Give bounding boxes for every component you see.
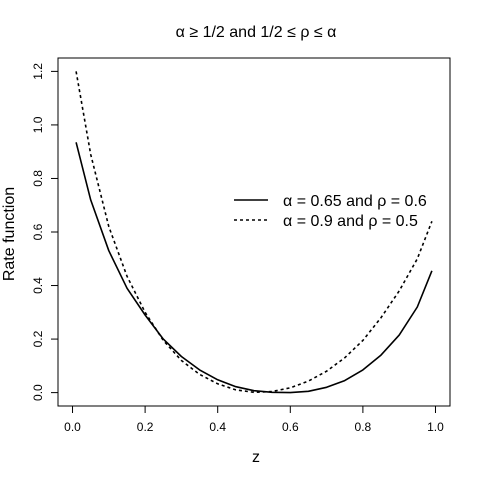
x-axis-label: z bbox=[252, 449, 260, 466]
legend: α = 0.65 and ρ = 0.6 α = 0.9 and ρ = 0.5 bbox=[234, 193, 427, 230]
x-tick-label: 1.0 bbox=[427, 420, 444, 434]
y-tick-label: 0.2 bbox=[31, 330, 45, 347]
y-tick-label: 1.0 bbox=[31, 116, 45, 133]
legend-label-2: α = 0.9 and ρ = 0.5 bbox=[283, 213, 418, 230]
x-tick-label: 0.6 bbox=[282, 420, 299, 434]
series-line-1 bbox=[75, 142, 433, 394]
chart-title: α ≥ 1/2 and 1/2 ≤ ρ ≤ α bbox=[176, 24, 337, 41]
series-layer bbox=[75, 71, 433, 394]
x-tick-label: 0.0 bbox=[64, 420, 81, 434]
y-tick-label: 0.8 bbox=[31, 170, 45, 187]
y-axis-label: Rate function bbox=[1, 187, 18, 281]
x-tick-label: 0.8 bbox=[355, 420, 372, 434]
y-tick-label: 1.2 bbox=[31, 63, 45, 80]
x-tick-label: 0.4 bbox=[209, 420, 226, 434]
x-axis: 0.0 0.2 0.4 0.6 0.8 1.0 bbox=[64, 405, 444, 434]
y-tick-label: 0.4 bbox=[31, 277, 45, 294]
series-line-2 bbox=[75, 71, 433, 394]
plot-frame bbox=[57, 57, 451, 407]
legend-label-1: α = 0.65 and ρ = 0.6 bbox=[283, 193, 427, 210]
y-axis: 0.0 0.2 0.4 0.6 0.8 1.0 1.2 bbox=[31, 63, 59, 401]
x-tick-label: 0.2 bbox=[137, 420, 154, 434]
y-tick-label: 0.0 bbox=[31, 384, 45, 401]
y-tick-label: 0.6 bbox=[31, 223, 45, 240]
